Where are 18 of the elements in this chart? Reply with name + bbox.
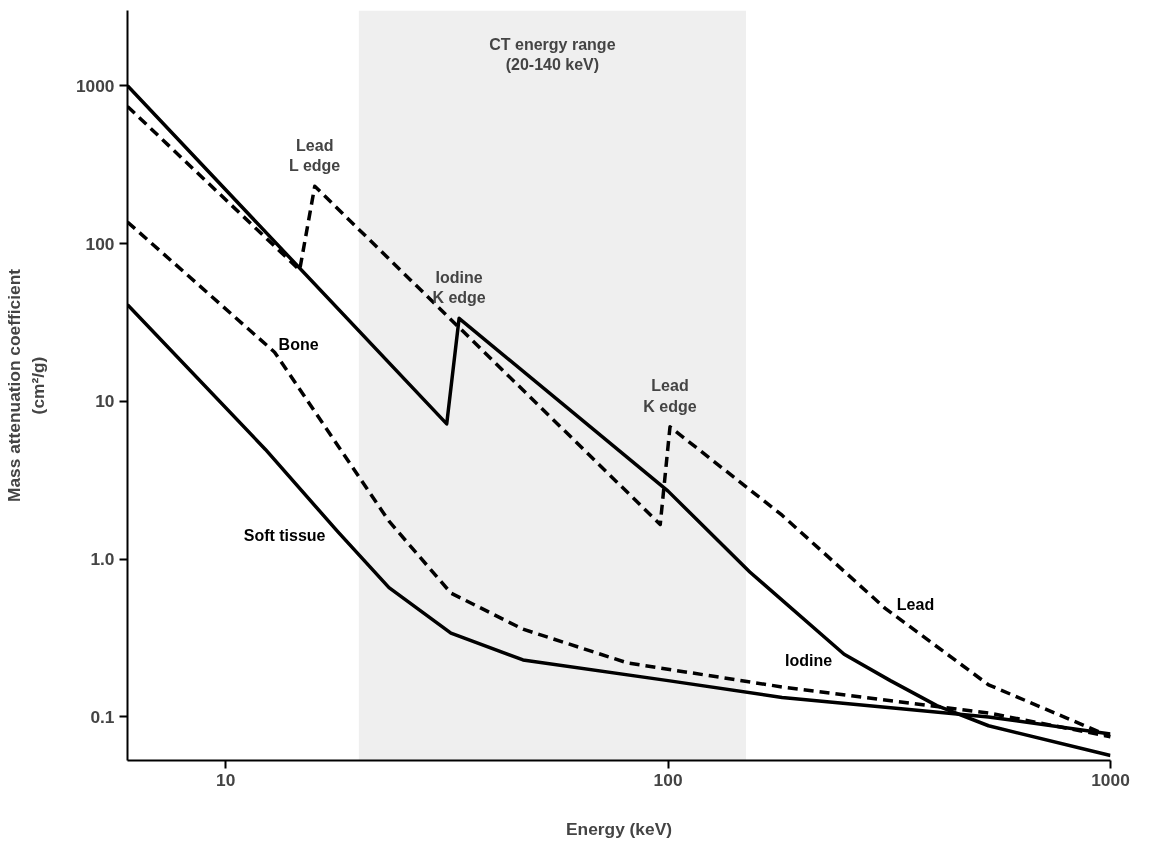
annotation: Iodine K edge <box>432 268 486 307</box>
y-axis-title: Mass attenuation coefficient (cm²/g) <box>3 268 48 502</box>
annotation: Lead L edge <box>288 136 341 175</box>
y-tick-label: 10 <box>95 391 115 412</box>
y-tick-label: 100 <box>85 233 115 254</box>
band-label: CT energy range (20-140 keV) <box>489 35 616 73</box>
annotation: Lead K edge <box>643 377 697 415</box>
series-label: Iodine <box>785 651 833 669</box>
x-tick-label: 100 <box>653 769 683 790</box>
x-tick-label: 10 <box>216 769 236 790</box>
y-tick-label: 1000 <box>75 75 115 96</box>
y-tick-label: 0.1 <box>90 706 115 727</box>
series-label: Soft tissue <box>243 526 326 544</box>
series-label: Lead <box>896 595 935 613</box>
x-axis-title: Energy (keV) <box>566 818 672 839</box>
y-tick-label: 1.0 <box>90 549 115 570</box>
series-label: Bone <box>278 335 319 353</box>
x-tick-label: 1000 <box>1091 769 1130 790</box>
